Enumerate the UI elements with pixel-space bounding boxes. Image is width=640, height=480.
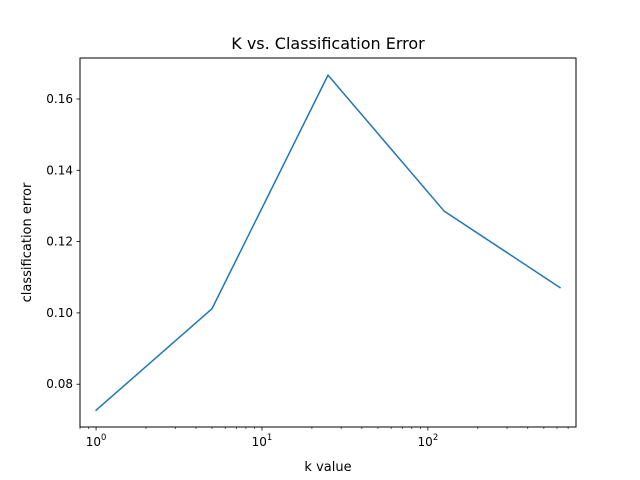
x-axis-label: k value bbox=[304, 460, 351, 475]
x-tick-label: 100 bbox=[86, 433, 107, 449]
chart-title: K vs. Classification Error bbox=[231, 34, 425, 53]
y-tick-label: 0.08 bbox=[46, 377, 73, 391]
y-axis-ticks: 0.08 0.10 0.12 0.14 0.16 bbox=[46, 92, 80, 391]
y-tick-label: 0.12 bbox=[46, 235, 73, 249]
x-tick-label: 102 bbox=[418, 433, 439, 449]
y-tick-label: 0.14 bbox=[46, 163, 73, 177]
y-tick-label: 0.16 bbox=[46, 92, 73, 106]
y-tick-label: 0.10 bbox=[46, 306, 73, 320]
x-tick-label: 101 bbox=[252, 433, 273, 449]
y-axis-label: classification error bbox=[20, 182, 35, 302]
axes-frame bbox=[79, 57, 577, 428]
plot-area bbox=[95, 74, 561, 412]
x-axis-ticks: 100 101 102 bbox=[79, 427, 569, 449]
